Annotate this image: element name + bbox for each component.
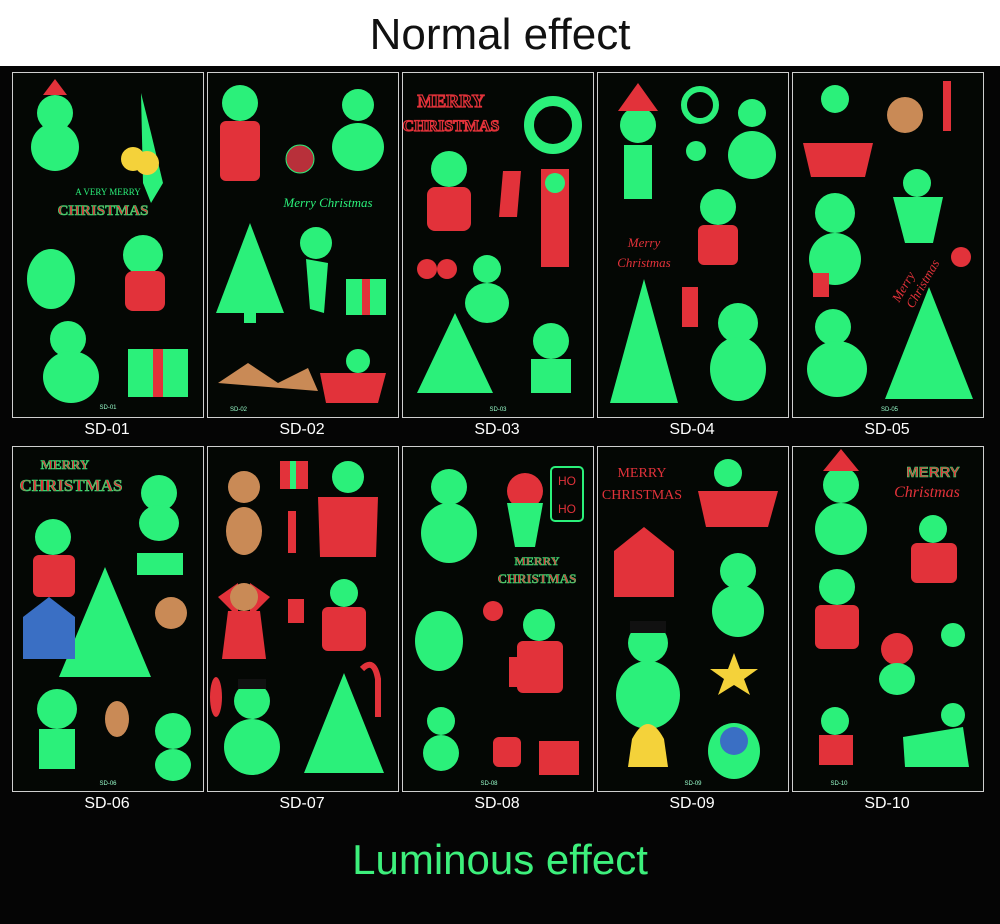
sheet-small-code: SD-09 <box>684 781 702 787</box>
sheet-artwork: MERRY CHRISTMAS SD-06 <box>19 457 191 787</box>
sheet-sd-08: HO HO MERRY CHRISTMAS SD-08 <box>402 446 594 792</box>
sheet-text-2: CHRISTMAS <box>403 118 500 135</box>
sheet-label-sd-02: SD-02 <box>279 421 325 438</box>
sheet-text-2: CHRISTMAS <box>602 488 682 503</box>
sheet-artwork: Merry Christmas SD-05 <box>803 81 973 413</box>
sheet-text-1: MERRY <box>41 457 90 472</box>
sheet-artwork: MERRY CHRISTMAS SD-03 <box>403 90 582 413</box>
sheet-label-sd-07: SD-07 <box>279 795 325 812</box>
sheet-sd-01: A VERY MERRY CHRISTMAS SD-01 <box>12 72 204 418</box>
sheet-small-code: SD-06 <box>99 781 117 787</box>
sheet-sd-07 <box>207 446 399 792</box>
sheet-label-sd-05: SD-05 <box>864 421 910 438</box>
sheet-sd-09: MERRY CHRISTMAS SD-09 <box>597 446 789 792</box>
sheet-text-3: MERRY <box>515 554 560 568</box>
sheet-artwork: A VERY MERRY CHRISTMAS SD-01 <box>27 79 188 411</box>
sheet-text-2: Christmas <box>894 484 960 501</box>
sheet-sd-06: MERRY CHRISTMAS SD-06 <box>12 446 204 792</box>
header-title: Normal effect <box>0 0 1000 66</box>
sheet-text-1: Merry <box>627 235 661 250</box>
sheet-sd-05: Merry Christmas SD-05 <box>792 72 984 418</box>
sheet-label-sd-01: SD-01 <box>84 421 130 438</box>
sheet-text-2: CHRISTMAS <box>20 476 123 495</box>
sheet-artwork: Merry Christmas SD-02 <box>216 85 386 413</box>
footer-title: Luminous effect <box>352 836 648 883</box>
sheet-sd-10: MERRY Christmas SD-10 <box>792 446 984 792</box>
sheet-text-1: HO <box>558 474 576 488</box>
sheet-label-sd-09: SD-09 <box>669 795 715 812</box>
sheet-text-1: MERRY <box>417 91 484 111</box>
sheet-small-code: SD-05 <box>881 407 899 413</box>
sheet-text-2: HO <box>558 502 576 516</box>
sheet-sd-02: Merry Christmas SD-02 <box>207 72 399 418</box>
sheet-label-sd-08: SD-08 <box>474 795 520 812</box>
sheet-small-code: SD-01 <box>99 405 117 411</box>
sheet-small-code: SD-10 <box>830 781 848 787</box>
sheet-artwork: HO HO MERRY CHRISTMAS SD-08 <box>415 466 584 787</box>
sheet-artwork: MERRY CHRISTMAS SD-09 <box>602 459 778 787</box>
tattoo-board: A VERY MERRY CHRISTMAS SD-01 SD-01 Merry… <box>0 66 1000 924</box>
sheet-small-code: SD-02 <box>230 407 248 413</box>
sheet-label-sd-10: SD-10 <box>864 795 910 812</box>
sheet-artwork: MERRY Christmas SD-10 <box>815 449 969 787</box>
sheet-text-2: CHRISTMAS <box>58 203 149 219</box>
sheet-sd-03: MERRY CHRISTMAS SD-03 <box>402 72 594 418</box>
sheet-small-code: SD-08 <box>480 781 498 787</box>
sheet-text-2: Christmas <box>617 255 670 270</box>
sheet-small-code: SD-03 <box>489 407 507 413</box>
sheet-text-1: Merry Christmas <box>282 195 372 210</box>
sheet-artwork: Merry Christmas <box>610 83 776 403</box>
sheet-artwork <box>210 461 384 775</box>
sheet-text-1: MERRY <box>617 466 666 481</box>
sheet-text-4: CHRISTMAS <box>498 571 577 586</box>
sheet-label-sd-06: SD-06 <box>84 795 130 812</box>
sheet-label-sd-03: SD-03 <box>474 421 520 438</box>
sheet-sd-04: Merry Christmas <box>597 72 789 418</box>
sheet-label-sd-04: SD-04 <box>669 421 715 438</box>
sheet-text-1: A VERY MERRY <box>75 187 141 197</box>
sheet-text-1: MERRY <box>906 464 960 481</box>
